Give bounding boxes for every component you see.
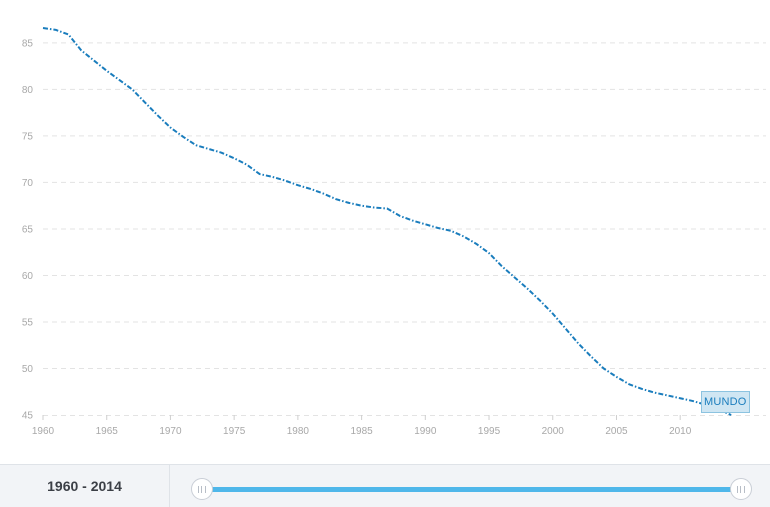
grip-icon	[737, 485, 745, 493]
x-tick-label: 1980	[287, 426, 310, 437]
range-end-handle[interactable]	[730, 478, 752, 500]
time-range-footer: 1960 - 2014	[0, 464, 770, 507]
y-tick-label: 85	[22, 38, 34, 49]
y-tick-label: 50	[22, 364, 34, 375]
y-tick-label: 70	[22, 178, 34, 189]
x-tick-label: 2000	[542, 426, 565, 437]
y-tick-label: 55	[22, 317, 34, 328]
y-tick-label: 80	[22, 85, 34, 96]
x-tick-label: 1995	[478, 426, 501, 437]
x-tick-label: 2005	[605, 426, 628, 437]
y-tick-label: 60	[22, 271, 34, 282]
x-tick-label: 1970	[159, 426, 182, 437]
y-tick-label: 75	[22, 131, 34, 142]
line-chart: 45 50 55 60 65 70 75 80 85 1960 1965 1970 1975 1980 19…	[22, 27, 766, 437]
series-label: MUNDO	[701, 391, 750, 413]
chart-area: 45 50 55 60 65 70 75 80 85 1960 1965 1970 1975 1980 19…	[22, 27, 766, 437]
year-range-slider[interactable]	[204, 487, 744, 492]
y-tick-label: 45	[22, 411, 34, 422]
y-tick-label: 65	[22, 224, 34, 235]
x-tick-label: 1990	[414, 426, 437, 437]
x-tick-label: 1960	[32, 426, 55, 437]
x-tick-label: 1985	[350, 426, 373, 437]
x-tick-label: 1965	[96, 426, 119, 437]
grip-icon	[198, 485, 206, 493]
year-range-label: 1960 - 2014	[0, 465, 170, 507]
range-start-handle[interactable]	[191, 478, 213, 500]
x-tick-label: 2010	[669, 426, 692, 437]
x-tick-label: 1975	[223, 426, 246, 437]
series-line	[42, 27, 732, 416]
